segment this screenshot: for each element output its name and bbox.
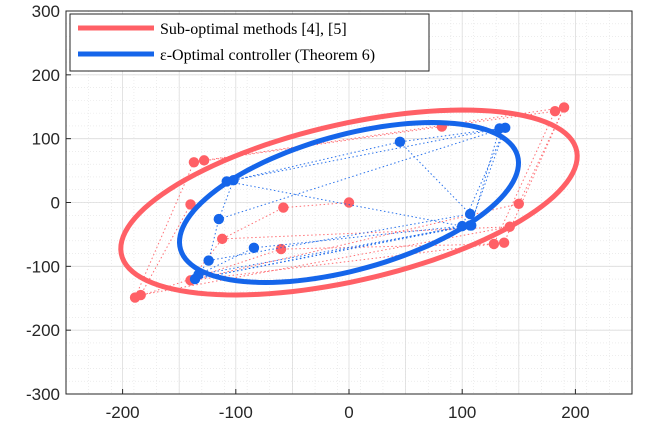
- x-tick-label: 0: [344, 403, 353, 422]
- x-tick-label: 100: [448, 403, 476, 422]
- point-optimal: [214, 214, 224, 224]
- point-suboptimal: [344, 197, 354, 207]
- point-suboptimal: [489, 239, 499, 249]
- x-tick-label: -200: [106, 403, 140, 422]
- point-suboptimal: [217, 234, 227, 244]
- y-tick-label: 300: [32, 2, 60, 21]
- point-optimal: [465, 209, 475, 219]
- point-optimal: [249, 243, 259, 253]
- point-optimal: [203, 255, 213, 265]
- point-suboptimal: [514, 199, 524, 209]
- point-suboptimal: [278, 202, 288, 212]
- y-tick-label: -100: [26, 257, 60, 276]
- x-tick-label: 200: [561, 403, 589, 422]
- y-tick-label: -300: [26, 385, 60, 404]
- point-optimal: [466, 220, 476, 230]
- y-tick-label: 0: [51, 194, 60, 213]
- legend: Sub-optimal methods [4], [5] ε-Optimal c…: [70, 14, 429, 71]
- point-suboptimal: [550, 106, 560, 116]
- x-tick-label: -100: [219, 403, 253, 422]
- point-suboptimal: [559, 102, 569, 112]
- legend-label-optimal: ε-Optimal controller (Theorem 6): [160, 47, 375, 64]
- point-optimal: [190, 274, 200, 284]
- y-tick-label: 100: [32, 130, 60, 149]
- point-optimal: [494, 123, 504, 133]
- legend-label-suboptimal: Sub-optimal methods [4], [5]: [160, 21, 347, 38]
- point-optimal: [395, 137, 405, 147]
- y-axis: -300 -200 -100 0 100 200 300: [26, 2, 71, 404]
- point-optimal: [457, 221, 467, 231]
- y-tick-label: 200: [32, 66, 60, 85]
- y-tick-label: -200: [26, 321, 60, 340]
- point-suboptimal: [189, 157, 199, 167]
- point-optimal: [222, 176, 232, 186]
- point-suboptimal: [499, 238, 509, 248]
- point-suboptimal: [136, 290, 146, 300]
- point-suboptimal: [199, 155, 209, 165]
- point-suboptimal: [505, 222, 515, 232]
